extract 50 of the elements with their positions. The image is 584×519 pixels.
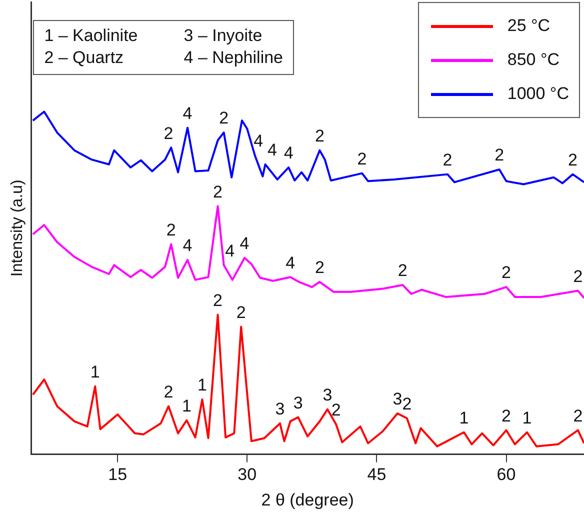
x-tick-label: 45 (367, 465, 386, 484)
annotation: 3 (293, 393, 303, 412)
text: 3 – Inyoite (184, 26, 264, 46)
text: 1 – Kaolinite (44, 26, 138, 46)
annotation: 1 (522, 408, 532, 428)
annotation: 3 (322, 386, 332, 405)
x-tick-label: 30 (238, 465, 257, 484)
annotation: 1 (182, 396, 192, 416)
annotation: 2 (494, 146, 504, 165)
legend-label: 25 °C (507, 16, 550, 36)
annotation: 4 (182, 236, 192, 256)
annotation: 2 (568, 150, 578, 170)
annotation: 4 (284, 144, 294, 163)
annotation: 2 (331, 400, 341, 420)
annotation: 2 (236, 302, 246, 322)
x-tick-label: 15 (108, 465, 128, 484)
annotation: 4 (182, 104, 192, 123)
annotation: 2 (442, 150, 452, 170)
annotation: 2 (314, 126, 324, 146)
annotation: 3 (275, 400, 285, 419)
annotation: 2 (213, 290, 223, 310)
annotation: 2 (398, 261, 408, 280)
annotation: 2 (213, 182, 223, 202)
annotation: 4 (240, 234, 250, 254)
x-axis-title: 2 θ (degree) (261, 490, 354, 510)
annotation: 4 (225, 241, 235, 260)
x-tick-label: 60 (496, 465, 516, 484)
annotation: 4 (254, 132, 264, 151)
text: 2 – Quartz (44, 48, 125, 68)
annotation: 2 (573, 266, 583, 286)
annotation: 4 (286, 253, 296, 272)
annotation: 2 (166, 220, 176, 240)
annotation: 2 (164, 124, 174, 143)
annotation: 1 (459, 408, 469, 428)
annotation: 3 (392, 390, 402, 409)
legend-label: 1000 °C (507, 84, 569, 104)
annotation: 2 (502, 406, 511, 426)
annotation: 2 (402, 394, 412, 414)
y-axis-title: Intensity (a.u) (9, 180, 26, 277)
annotation: 2 (357, 149, 367, 168)
text: 4 – Nephiline (184, 48, 284, 68)
annotation: 2 (219, 108, 229, 128)
legend-label: 850 °C (507, 50, 560, 70)
annotation: 1 (90, 362, 100, 382)
annotation: 2 (573, 406, 583, 426)
annotation: 4 (267, 140, 277, 160)
annotation: 1 (197, 376, 207, 395)
annotation: 2 (314, 258, 324, 278)
annotation: 2 (164, 382, 174, 402)
annotation: 2 (502, 263, 511, 282)
